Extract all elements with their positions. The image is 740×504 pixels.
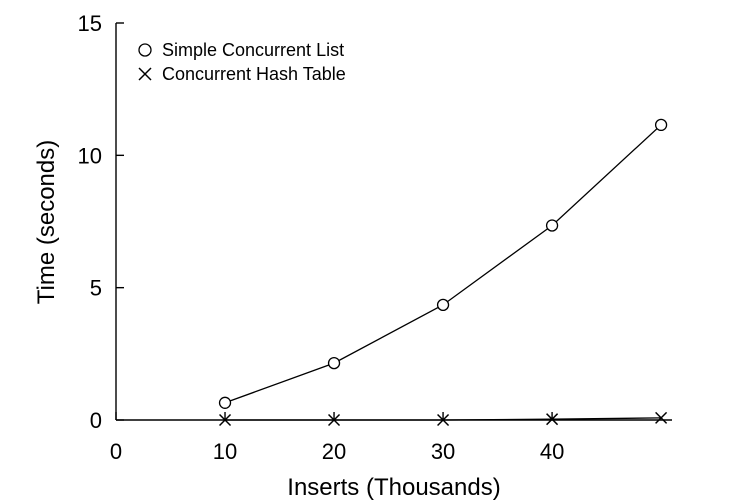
legend-marker-1 — [138, 67, 152, 81]
series-1-point-3 — [546, 413, 559, 426]
x-tick-label-0: 0 — [110, 439, 122, 464]
x-ticks: 0 10 20 30 40 — [110, 412, 564, 464]
series-0-point-2 — [436, 298, 450, 312]
series-1-point-0 — [218, 413, 232, 427]
series-1-point-2 — [437, 413, 450, 427]
series-1-point-1 — [328, 413, 341, 427]
x-tick-label-3: 30 — [431, 439, 455, 464]
y-tick-label-1: 5 — [90, 276, 102, 301]
series-layer — [218, 118, 668, 427]
series-0-point-1 — [327, 356, 341, 370]
legend: Simple Concurrent List Concurrent Hash Ta… — [138, 40, 346, 84]
y-tick-label-2: 10 — [78, 143, 102, 168]
x-axis-title: Inserts (Thousands) — [287, 474, 500, 501]
series-0-point-3 — [545, 219, 559, 232]
series-0-point-4 — [654, 118, 668, 132]
legend-label-1: Concurrent Hash Table — [162, 64, 346, 84]
y-ticks: 0 5 10 15 — [78, 11, 124, 433]
series-line-0 — [224, 124, 662, 404]
legend-label-0: Simple Concurrent List — [162, 40, 344, 60]
y-tick-label-0: 0 — [90, 408, 102, 433]
y-axis-title: Time (seconds) — [33, 140, 60, 304]
series-0-point-0 — [218, 396, 232, 409]
y-tick-label-3: 15 — [78, 11, 102, 36]
x-tick-label-4: 40 — [540, 439, 564, 464]
legend-marker-0 — [138, 43, 152, 57]
x-tick-label-1: 10 — [213, 439, 237, 464]
x-tick-label-2: 20 — [322, 439, 346, 464]
series-1-point-4 — [655, 411, 668, 424]
